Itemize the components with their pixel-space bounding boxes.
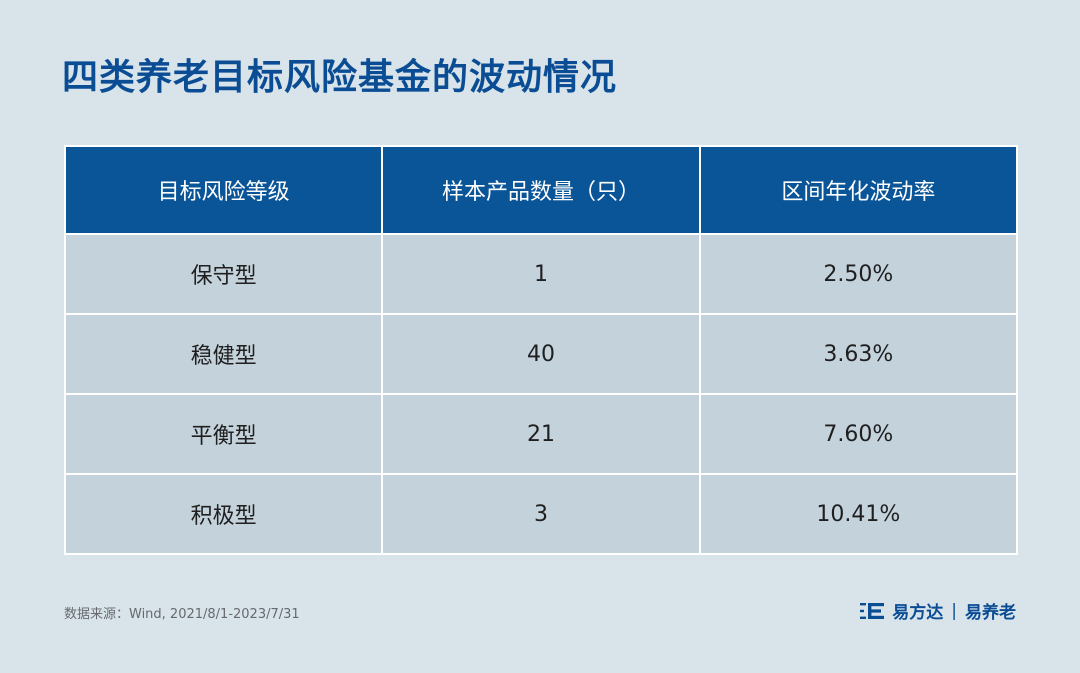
efunds-logo-icon: [860, 601, 886, 621]
table-cell: 3: [381, 473, 701, 555]
brand-name: 易方达: [892, 603, 944, 623]
table-cell: 1: [381, 233, 701, 315]
table-cell: 积极型: [63, 473, 384, 555]
data-source-note: 数据来源：Wind, 2021/8/1-2023/7/31: [64, 607, 300, 622]
table-cell: 保守型: [63, 233, 384, 315]
brand-separator: |: [951, 600, 957, 621]
table-header-row: 目标风险等级 样本产品数量（只） 区间年化波动率: [63, 145, 1019, 235]
table-cell: 稳健型: [63, 313, 384, 395]
table-row: 平衡型 21 7.60%: [63, 393, 1019, 475]
brand-logo: 易方达 | 易养老: [860, 598, 1016, 623]
data-table: 目标风险等级 样本产品数量（只） 区间年化波动率 保守型 1 2.50% 稳健型…: [63, 145, 1019, 555]
table-row: 保守型 1 2.50%: [63, 233, 1019, 315]
table-cell: 10.41%: [698, 473, 1019, 555]
table-cell: 21: [381, 393, 701, 475]
table-cell: 7.60%: [698, 393, 1019, 475]
column-header: 目标风险等级: [63, 145, 384, 235]
table-cell: 40: [381, 313, 701, 395]
table-cell: 3.63%: [698, 313, 1019, 395]
page-title: 四类养老目标风险基金的波动情况: [62, 57, 618, 98]
table-row: 稳健型 40 3.63%: [63, 313, 1019, 395]
column-header: 样本产品数量（只）: [381, 145, 701, 235]
table-row: 积极型 3 10.41%: [63, 473, 1019, 555]
table-cell: 2.50%: [698, 233, 1019, 315]
brand-sub: 易养老: [965, 603, 1016, 623]
column-header: 区间年化波动率: [698, 145, 1019, 235]
table-cell: 平衡型: [63, 393, 384, 475]
